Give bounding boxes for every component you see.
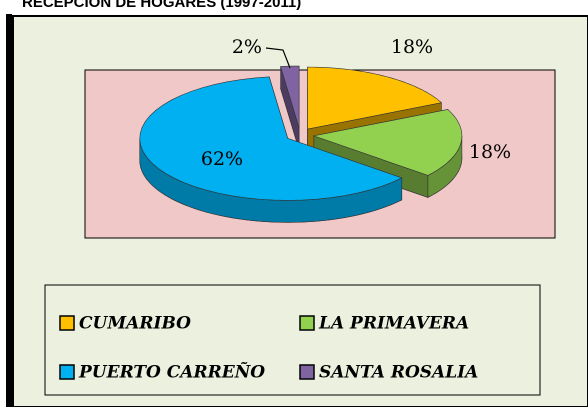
legend-swatch: [299, 364, 315, 380]
leader-line: [265, 47, 291, 69]
data-label: 2%: [232, 36, 262, 58]
data-label: 18%: [469, 141, 511, 163]
slice: [139, 76, 403, 201]
legend-label: SANTA ROSALIA: [319, 363, 478, 383]
slice: [312, 109, 463, 176]
data-label: 62%: [201, 148, 243, 170]
legend-swatch: [59, 364, 75, 380]
pie: [139, 65, 463, 223]
legend-label: PUERTO CARREÑO: [78, 361, 265, 383]
chart-title: RECEPCION DE HOGARES (1997-2011): [22, 0, 301, 11]
legend-label: LA PRIMAVERA: [318, 314, 469, 334]
left-border: [6, 14, 12, 407]
slice: [307, 66, 443, 130]
legend-label: CUMARIBO: [79, 314, 191, 334]
legend-swatch: [59, 315, 75, 331]
legend: [44, 284, 541, 396]
data-label: 18%: [391, 36, 433, 58]
legend-swatch: [299, 315, 315, 331]
